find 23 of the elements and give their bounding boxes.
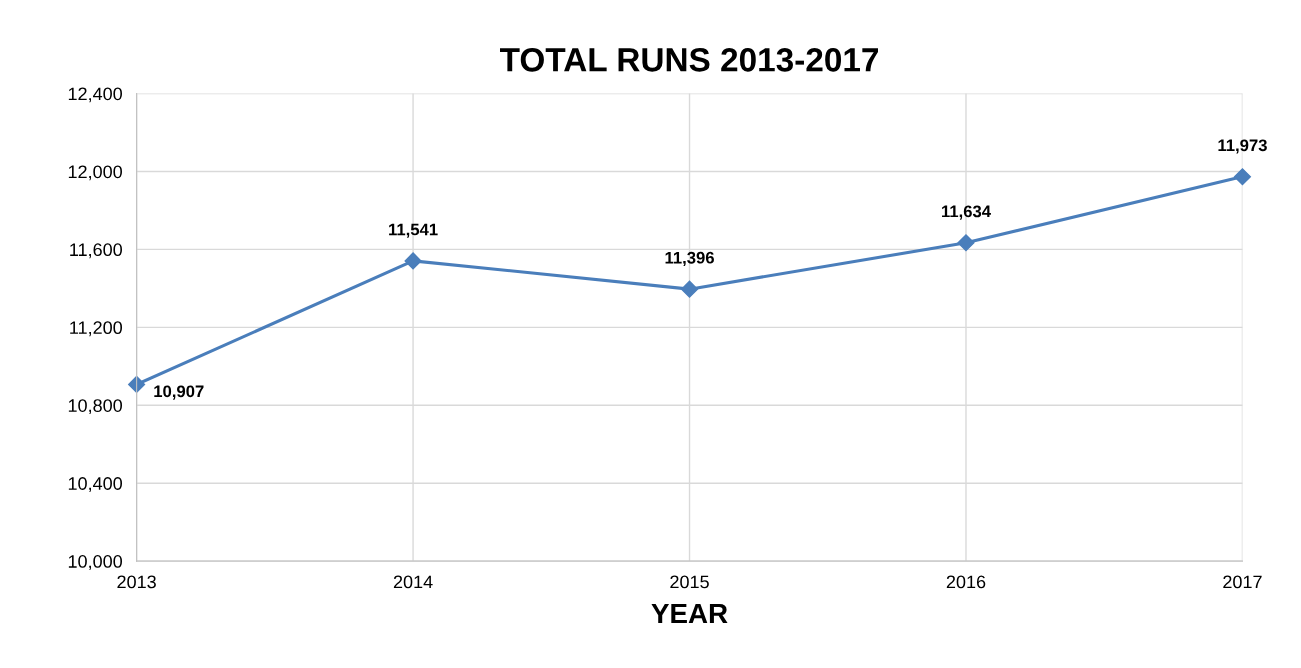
y-tick-label: 10,400 [68, 477, 123, 493]
x-tick-label: 2013 [117, 575, 156, 589]
y-tick-label: 10,800 [68, 399, 123, 415]
x-tick-label: 2016 [946, 575, 986, 589]
point [680, 280, 699, 298]
y-tick-label: 12,400 [68, 87, 123, 103]
data-label: 10,907 [154, 385, 204, 400]
y-tick-label: 11,200 [70, 321, 123, 337]
y-tick-label: 12,000 [68, 165, 123, 181]
x-tick-label: 2017 [1223, 575, 1262, 589]
data-label: 11,541 [389, 223, 438, 238]
data-label: 11,973 [1218, 139, 1267, 154]
x-axis-title: YEAR [651, 603, 728, 624]
point [957, 234, 975, 252]
data-label: 11,396 [665, 251, 714, 267]
x-tick-label: 2014 [393, 575, 433, 589]
y-tick-label: 11,600 [70, 243, 123, 259]
point [404, 252, 422, 270]
data-label: 11,634 [942, 205, 991, 220]
y-tick-label: 10,000 [68, 555, 123, 570]
point [1233, 168, 1252, 186]
x-tick-label: 2015 [670, 575, 709, 589]
chart-title: TOTAL RUNS 2013-2017 [500, 48, 878, 72]
